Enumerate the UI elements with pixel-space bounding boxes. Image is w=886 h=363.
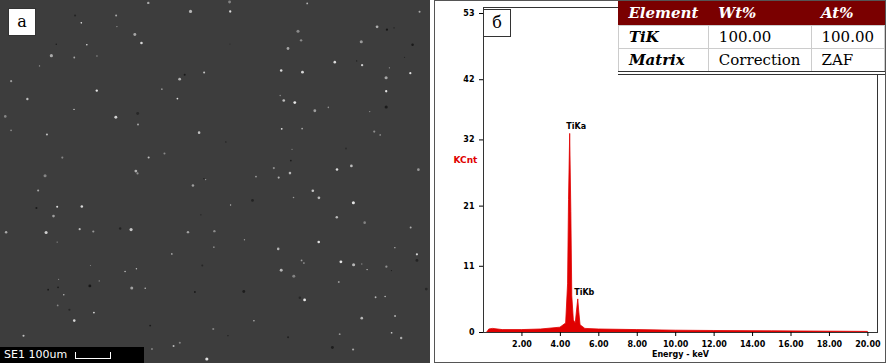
svg-text:10.00: 10.00	[663, 340, 689, 349]
svg-text:20.00: 20.00	[855, 340, 881, 349]
svg-text:6.00: 6.00	[589, 340, 609, 349]
svg-text:TiKb: TiKb	[574, 288, 594, 297]
html-text:а: а	[17, 12, 27, 31]
svg-text:18.00: 18.00	[817, 340, 843, 349]
svg-text:14.00: 14.00	[740, 340, 766, 349]
svg-text:21: 21	[463, 202, 475, 211]
html-text:SE1 100um: SE1 100um	[4, 348, 68, 361]
svg-text:0: 0	[469, 328, 475, 337]
svg-text:53: 53	[463, 9, 474, 18]
svg-text:16.00: 16.00	[778, 340, 804, 349]
html-text:Element: Element	[628, 4, 699, 22]
svg-text:Energy - keV: Energy - keV	[652, 350, 710, 359]
html-text:100.00: 100.00	[718, 28, 772, 46]
html-text:б: б	[492, 13, 502, 32]
svg-text:32: 32	[463, 135, 474, 144]
svg-text:8.00: 8.00	[627, 340, 647, 349]
svg-text:2.00: 2.00	[512, 340, 532, 349]
svg-text:12.00: 12.00	[701, 340, 727, 349]
svg-text:TiKa: TiKa	[566, 122, 586, 131]
svg-text:11: 11	[463, 262, 475, 271]
svg-text:42: 42	[463, 75, 474, 84]
html-text:At%: At%	[821, 4, 854, 22]
html-text:100.00: 100.00	[821, 28, 874, 46]
html-text:TiK: TiK	[628, 28, 659, 46]
html-text:Wt%: Wt%	[718, 4, 757, 22]
svg-text:4.00: 4.00	[551, 340, 571, 349]
html-text:Matrix: Matrix	[628, 51, 685, 69]
svg-text:KCnt: KCnt	[454, 155, 479, 165]
html-text:Correction: Correction	[718, 51, 801, 69]
html-text:ZAF: ZAF	[821, 51, 854, 69]
